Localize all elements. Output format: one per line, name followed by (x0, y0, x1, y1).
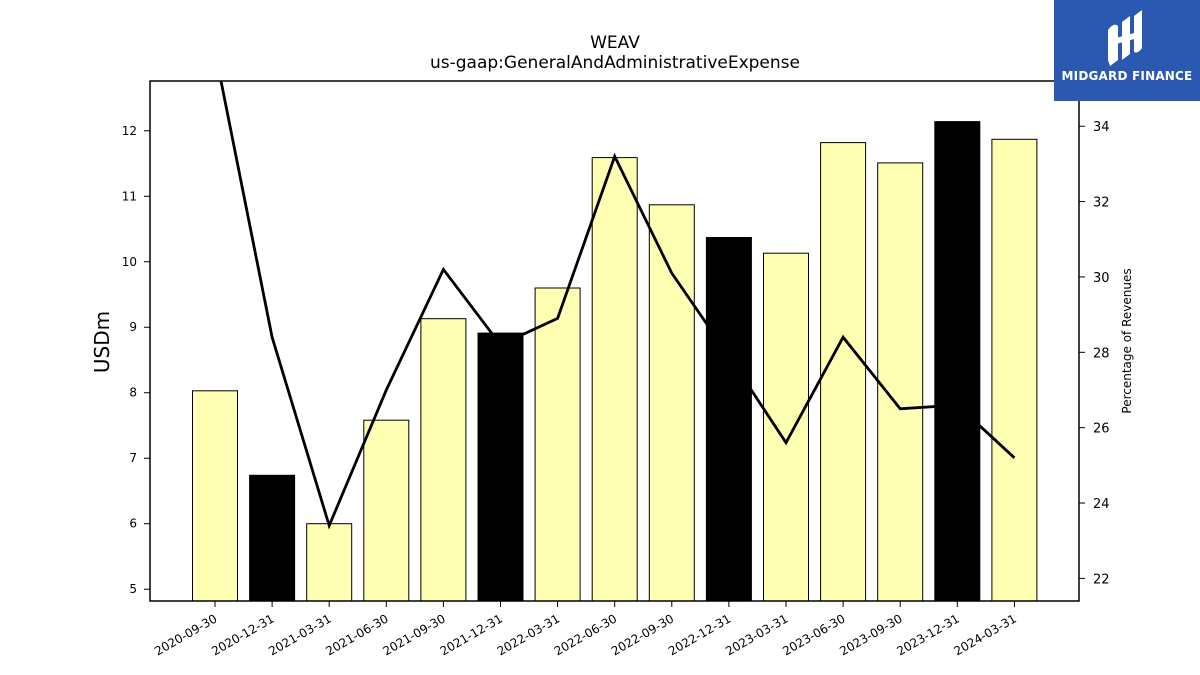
x-tick-label: 2020-09-30 (152, 611, 219, 658)
percentage-line-series (219, 81, 1016, 530)
bar-2023-06-30 (820, 142, 867, 602)
chart-title: WEAV (590, 33, 640, 53)
y-tick-label: 6 (129, 517, 137, 531)
logo-text: MIDGARD FINANCE (1061, 69, 1193, 83)
y-axis-label: USDm (90, 311, 114, 373)
x-tick-label: 2022-12-31 (666, 611, 733, 658)
bar-2020-12-31 (249, 474, 296, 602)
bar-2022-12-31 (705, 237, 752, 602)
x-tick-label: 2021-12-31 (438, 611, 505, 658)
y2-tick-label: 22 (1093, 572, 1110, 587)
bar-2022-03-31 (534, 287, 581, 602)
bar-2023-12-31 (934, 121, 981, 602)
bar-2023-03-31 (763, 252, 809, 602)
y-tick-label: 9 (129, 320, 137, 334)
x-tick-label: 2021-09-30 (380, 611, 447, 658)
percentage-line (219, 81, 1016, 530)
x-tick-label: 2023-12-31 (894, 611, 961, 658)
y2-axis-label: Percentage of Revenues (1120, 268, 1134, 413)
midgard-finance-logo: MIDGARD FINANCE (1054, 0, 1200, 101)
bar-2021-06-30 (363, 419, 410, 602)
y-axis-ticks: 5 6 7 8 9 10 11 12 (122, 124, 150, 596)
x-tick-label: 2023-06-30 (780, 611, 847, 658)
bar-2021-03-31 (306, 523, 353, 602)
y-tick-label: 11 (122, 189, 137, 203)
bar-2023-09-30 (877, 162, 924, 602)
x-tick-label: 2020-12-31 (209, 611, 276, 658)
y2-tick-label: 32 (1093, 196, 1110, 211)
y2-tick-label: 26 (1093, 422, 1110, 437)
x-tick-label: 2021-06-30 (323, 611, 390, 658)
y-tick-label: 5 (129, 582, 137, 596)
bar-2020-09-30 (192, 390, 238, 602)
y2-axis-ticks: 22 24 26 28 30 32 34 (1079, 120, 1110, 587)
y2-tick-label: 30 (1093, 271, 1110, 286)
bar-2021-09-30 (420, 318, 467, 602)
x-tick-label: 2022-06-30 (552, 611, 619, 658)
y-tick-label: 7 (129, 451, 137, 465)
y-tick-label: 12 (122, 124, 137, 138)
bar-2021-12-31 (477, 332, 524, 602)
bar-series (192, 121, 1038, 602)
bar-2022-09-30 (648, 204, 695, 602)
bar-2024-03-31 (991, 138, 1038, 602)
y2-tick-label: 24 (1093, 497, 1110, 512)
x-axis-ticks: 2020-09-302020-12-312021-03-312021-06-30… (152, 601, 1019, 658)
y2-tick-label: 28 (1093, 346, 1110, 361)
x-tick-label: 2024-03-31 (951, 611, 1018, 658)
x-tick-label: 2022-03-31 (495, 611, 562, 658)
x-tick-label: 2022-09-30 (609, 611, 676, 658)
logo-mark-icon (1108, 10, 1142, 67)
y2-tick-label: 34 (1093, 120, 1110, 135)
x-tick-label: 2023-09-30 (837, 611, 904, 658)
x-tick-label: 2021-03-31 (266, 611, 333, 658)
x-tick-label: 2023-03-31 (723, 611, 790, 658)
y-tick-label: 8 (129, 386, 137, 400)
y-tick-label: 10 (122, 255, 137, 269)
chart-subtitle: us-gaap:GeneralAndAdministrativeExpense (430, 53, 800, 73)
bar-2022-06-30 (591, 157, 638, 602)
